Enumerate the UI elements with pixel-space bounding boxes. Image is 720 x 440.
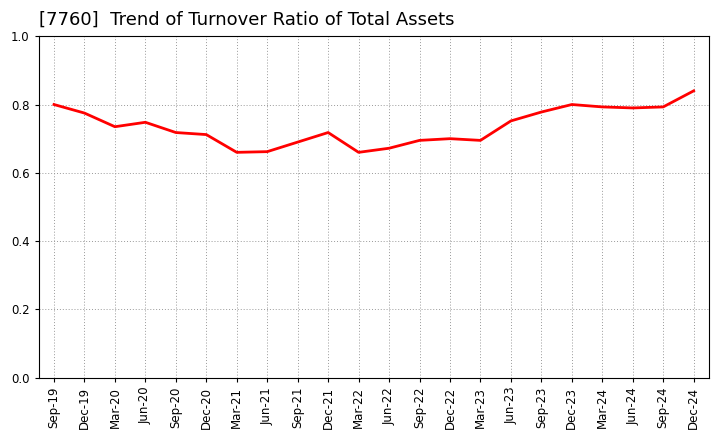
Text: [7760]  Trend of Turnover Ratio of Total Assets: [7760] Trend of Turnover Ratio of Total … bbox=[39, 11, 454, 29]
